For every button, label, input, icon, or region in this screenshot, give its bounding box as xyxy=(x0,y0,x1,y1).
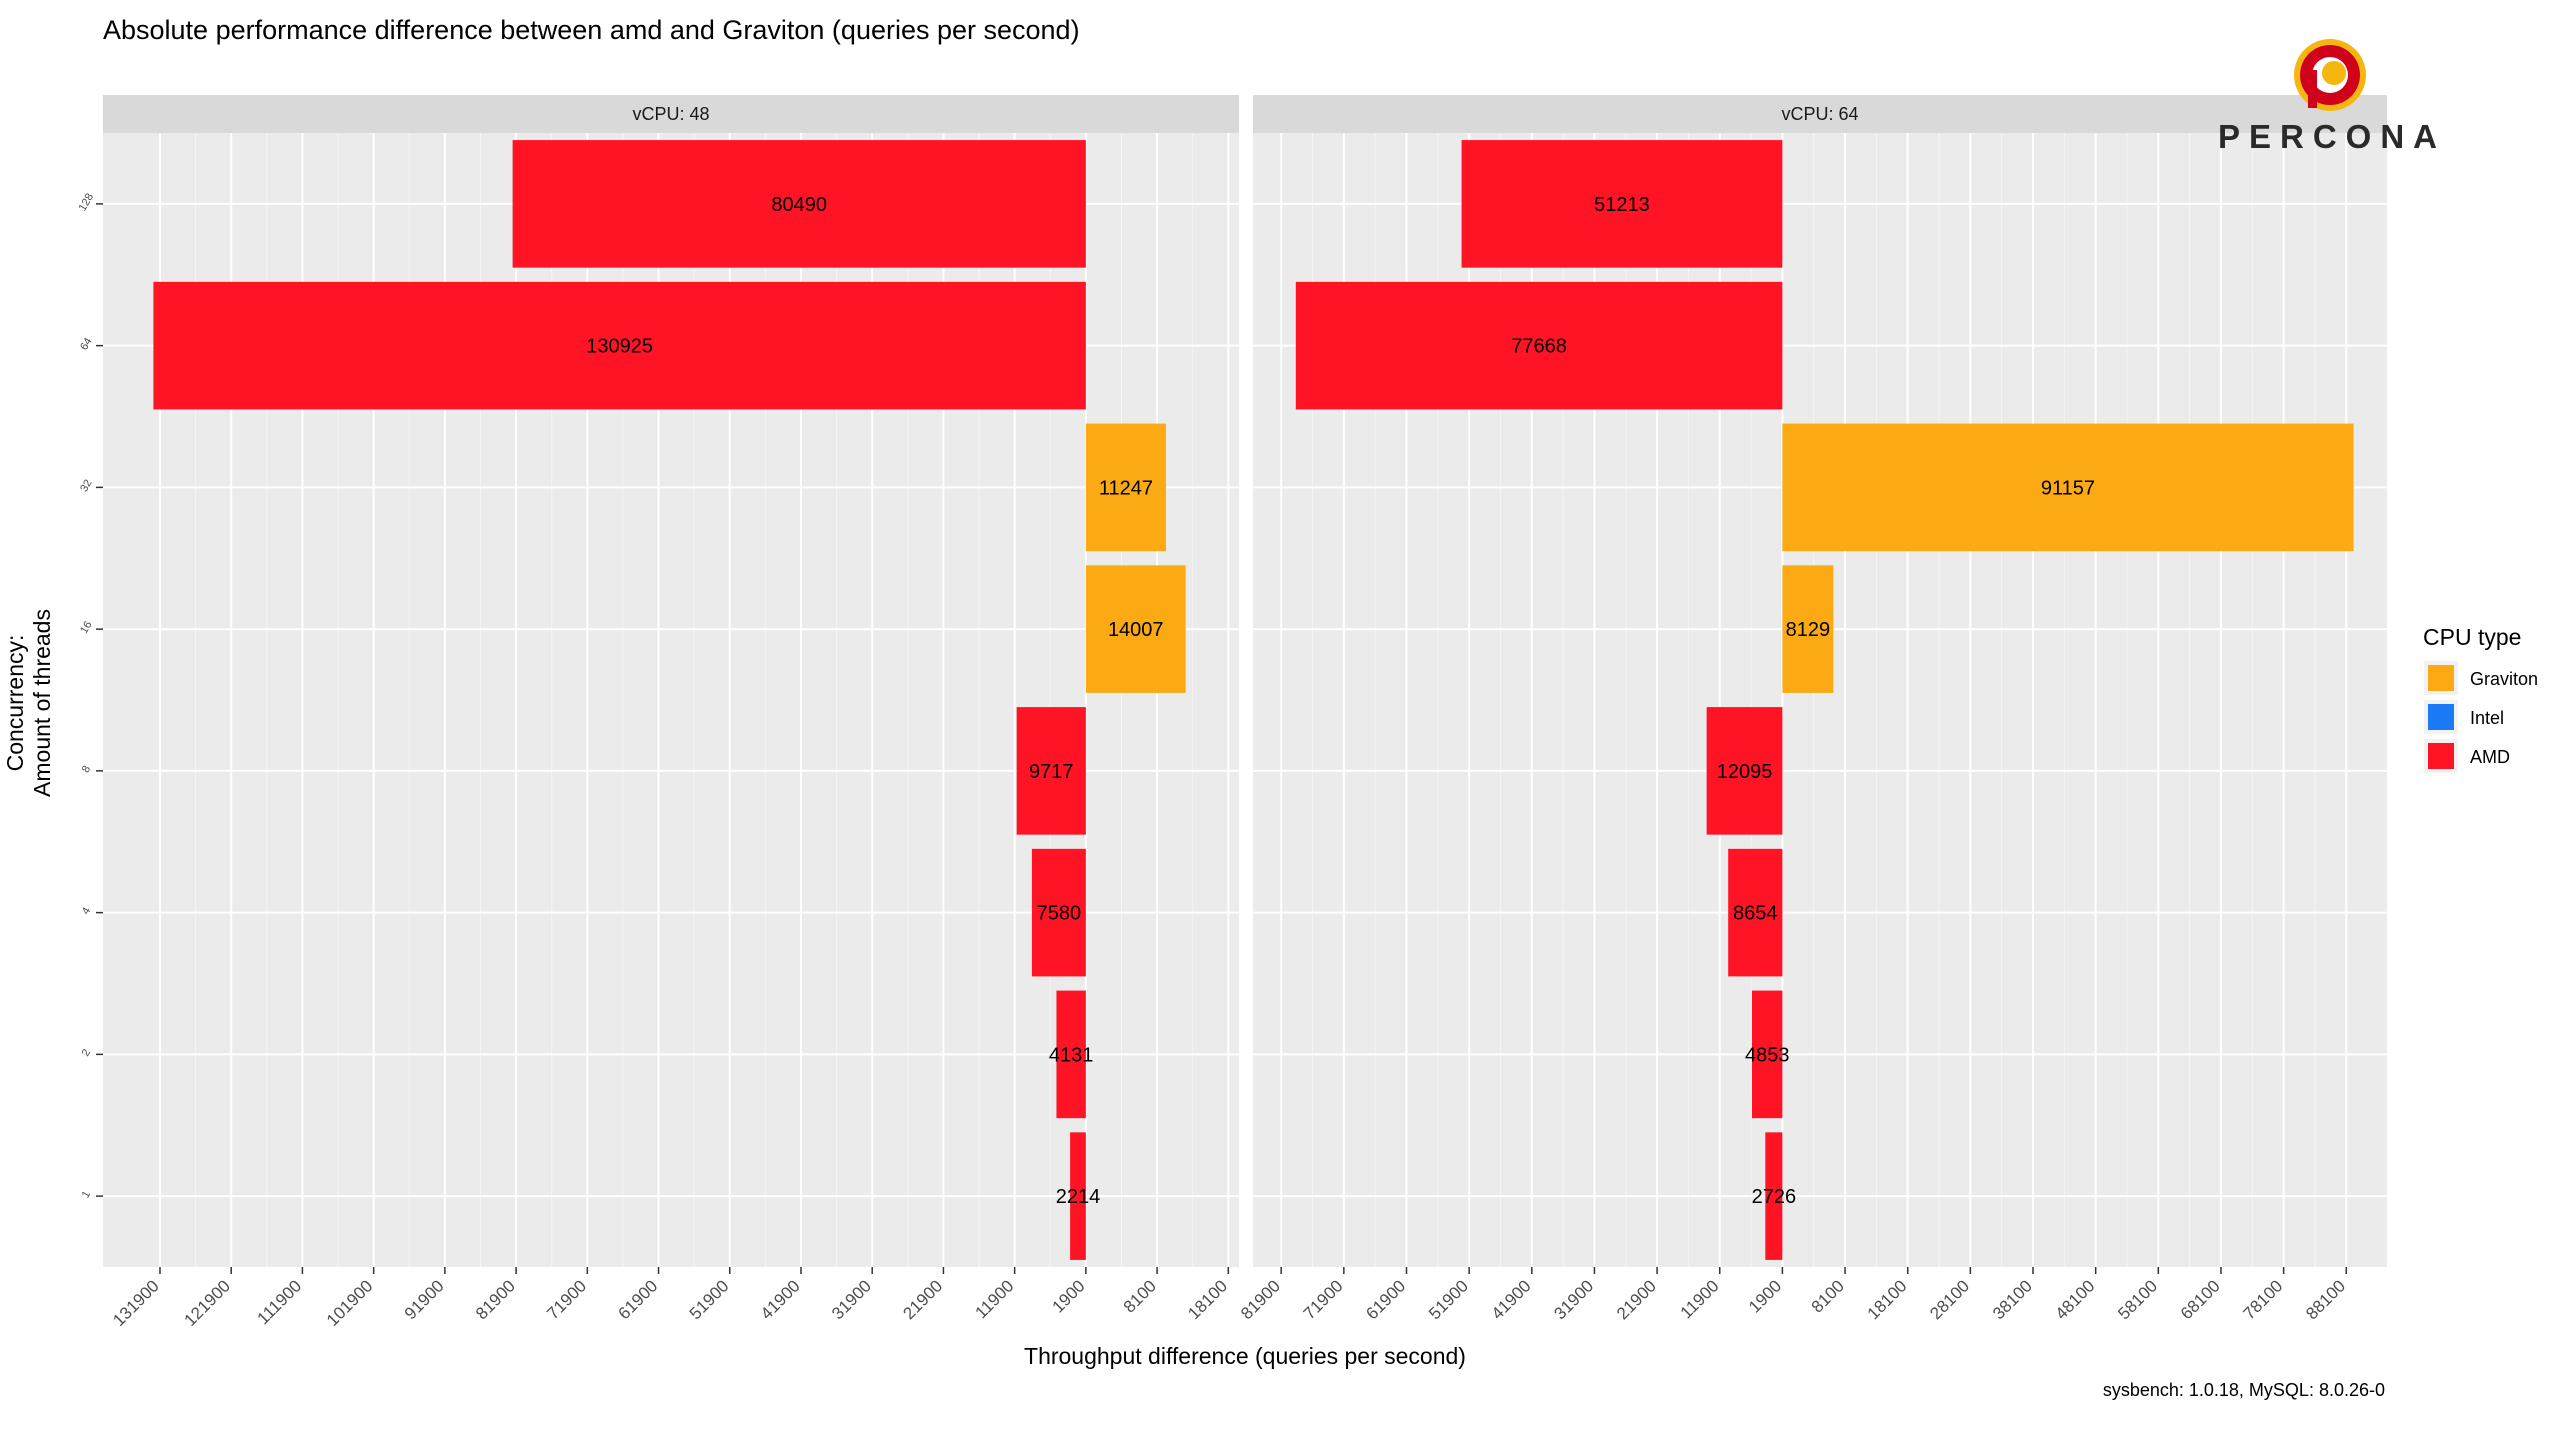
bar-label: 12095 xyxy=(1717,761,1773,783)
legend-label: Graviton xyxy=(2470,669,2538,689)
x-tick-label: 28100 xyxy=(1926,1276,1973,1323)
logo-stem xyxy=(2308,70,2317,108)
bar xyxy=(1016,707,1086,835)
x-tick-label: 31900 xyxy=(1550,1276,1597,1323)
logo-dot xyxy=(2322,61,2346,85)
x-tick-label: 41900 xyxy=(757,1276,804,1323)
x-tick-label: 51900 xyxy=(686,1276,733,1323)
bar-label: 8129 xyxy=(1786,619,1831,641)
bar xyxy=(1085,565,1186,693)
y-tick-label: 8 xyxy=(80,764,93,775)
y-tick-label: 64 xyxy=(78,336,95,353)
x-tick-label: 78100 xyxy=(2240,1276,2287,1323)
y-tick-label: 1 xyxy=(80,1189,93,1200)
bar-label: 2214 xyxy=(1056,1186,1101,1208)
bar xyxy=(1070,1132,1086,1260)
x-tick-label: 91900 xyxy=(401,1276,448,1323)
x-tick-label: 58100 xyxy=(2114,1276,2161,1323)
x-tick-label: 11900 xyxy=(1677,1276,1723,1322)
bar xyxy=(1295,281,1783,410)
bar-label: 11247 xyxy=(1099,477,1153,499)
bar xyxy=(512,140,1086,268)
bar xyxy=(1461,140,1783,268)
bar-label: 2726 xyxy=(1752,1186,1797,1208)
x-tick-label: 11900 xyxy=(972,1276,1018,1322)
bar-label: 9717 xyxy=(1029,761,1074,783)
y-tick-label: 4 xyxy=(80,905,93,916)
x-tick-label: 131900 xyxy=(109,1276,163,1330)
x-tick-label: 8100 xyxy=(1120,1276,1160,1316)
bar-label: 4131 xyxy=(1049,1044,1094,1066)
y-tick-label: 16 xyxy=(78,619,95,636)
x-tick-label: 81900 xyxy=(1237,1276,1284,1323)
x-tick-label: 41900 xyxy=(1488,1276,1535,1323)
bar xyxy=(1728,848,1783,977)
x-tick-label: 48100 xyxy=(2052,1276,2099,1323)
x-tick-label: 61900 xyxy=(1362,1276,1409,1323)
x-tick-label: 61900 xyxy=(614,1276,661,1323)
legend-label: Intel xyxy=(2470,708,2504,728)
legend-label: AMD xyxy=(2470,747,2510,767)
x-tick-label: 31900 xyxy=(828,1276,875,1323)
panel-2: vCPU: 64 81900 71900 61900 51900 41900 31900 21… xyxy=(1237,95,2387,1323)
x-tick-label: 1900 xyxy=(1049,1276,1089,1316)
bar-label: 7580 xyxy=(1037,903,1082,925)
y-tick-label: 128 xyxy=(77,191,97,213)
x-tick-label: 8100 xyxy=(1808,1276,1848,1316)
x-tick-label: 71900 xyxy=(543,1276,590,1323)
bar xyxy=(1782,423,2354,552)
bar-label: 51213 xyxy=(1594,194,1650,216)
legend-key xyxy=(2428,704,2454,730)
x-tick-label: 51900 xyxy=(1425,1276,1472,1323)
bar xyxy=(1765,1132,1783,1260)
facet-strip xyxy=(1253,95,2387,133)
bar xyxy=(1031,848,1086,977)
legend-key xyxy=(2428,665,2454,691)
x-tick-label: 21900 xyxy=(899,1276,946,1323)
legend: CPU type Graviton Intel AMD xyxy=(2423,624,2538,773)
bar xyxy=(153,281,1086,410)
percona-logo: PERCONA xyxy=(2218,39,2446,155)
bar-label: 4853 xyxy=(1745,1044,1790,1066)
y-axis-label-line1: Concurrency: xyxy=(2,635,28,772)
x-tick-label: 18100 xyxy=(1184,1276,1231,1323)
logo-text: PERCONA xyxy=(2218,118,2446,155)
chart-caption: sysbench: 1.0.18, MySQL: 8.0.26-0 xyxy=(2103,1380,2385,1400)
x-tick-label: 121900 xyxy=(180,1276,234,1330)
x-tick-label: 1900 xyxy=(1745,1276,1785,1316)
bar-label: 14007 xyxy=(1108,619,1164,641)
bar xyxy=(1752,990,1783,1119)
x-tick-label: 111900 xyxy=(253,1276,305,1328)
bar-label: 80490 xyxy=(771,194,827,216)
bar-label: 91157 xyxy=(2041,477,2095,499)
x-tick-label: 18100 xyxy=(1864,1276,1911,1323)
bar-label: 77668 xyxy=(1511,336,1567,358)
bar xyxy=(1056,990,1086,1119)
x-tick-label: 81900 xyxy=(472,1276,519,1323)
x-axis-label: Throughput difference (queries per secon… xyxy=(1024,1343,1466,1369)
bar-label: 130925 xyxy=(586,336,653,358)
y-tick-label: 2 xyxy=(80,1047,93,1058)
bar-label: 8654 xyxy=(1733,903,1778,925)
bar xyxy=(1706,707,1783,835)
facet-strip-label: vCPU: 48 xyxy=(632,104,709,124)
bar xyxy=(1085,423,1166,552)
x-tick-label: 38100 xyxy=(1989,1276,2036,1323)
x-tick-label: 101900 xyxy=(323,1276,377,1330)
legend-title: CPU type xyxy=(2423,624,2521,650)
facet-strip xyxy=(103,95,1239,133)
chart-title: Absolute performance difference between … xyxy=(103,15,1080,45)
x-tick-label: 71900 xyxy=(1300,1276,1347,1323)
legend-key xyxy=(2428,743,2454,769)
x-tick-label: 21900 xyxy=(1613,1276,1660,1323)
x-tick-label: 88100 xyxy=(2302,1276,2349,1323)
facet-strip-label: vCPU: 64 xyxy=(1781,104,1858,124)
x-tick-label: 68100 xyxy=(2177,1276,2224,1323)
bar xyxy=(1782,565,1834,693)
y-axis-label-line2: Amount of threads xyxy=(29,609,55,797)
y-tick-label: 32 xyxy=(78,478,95,495)
